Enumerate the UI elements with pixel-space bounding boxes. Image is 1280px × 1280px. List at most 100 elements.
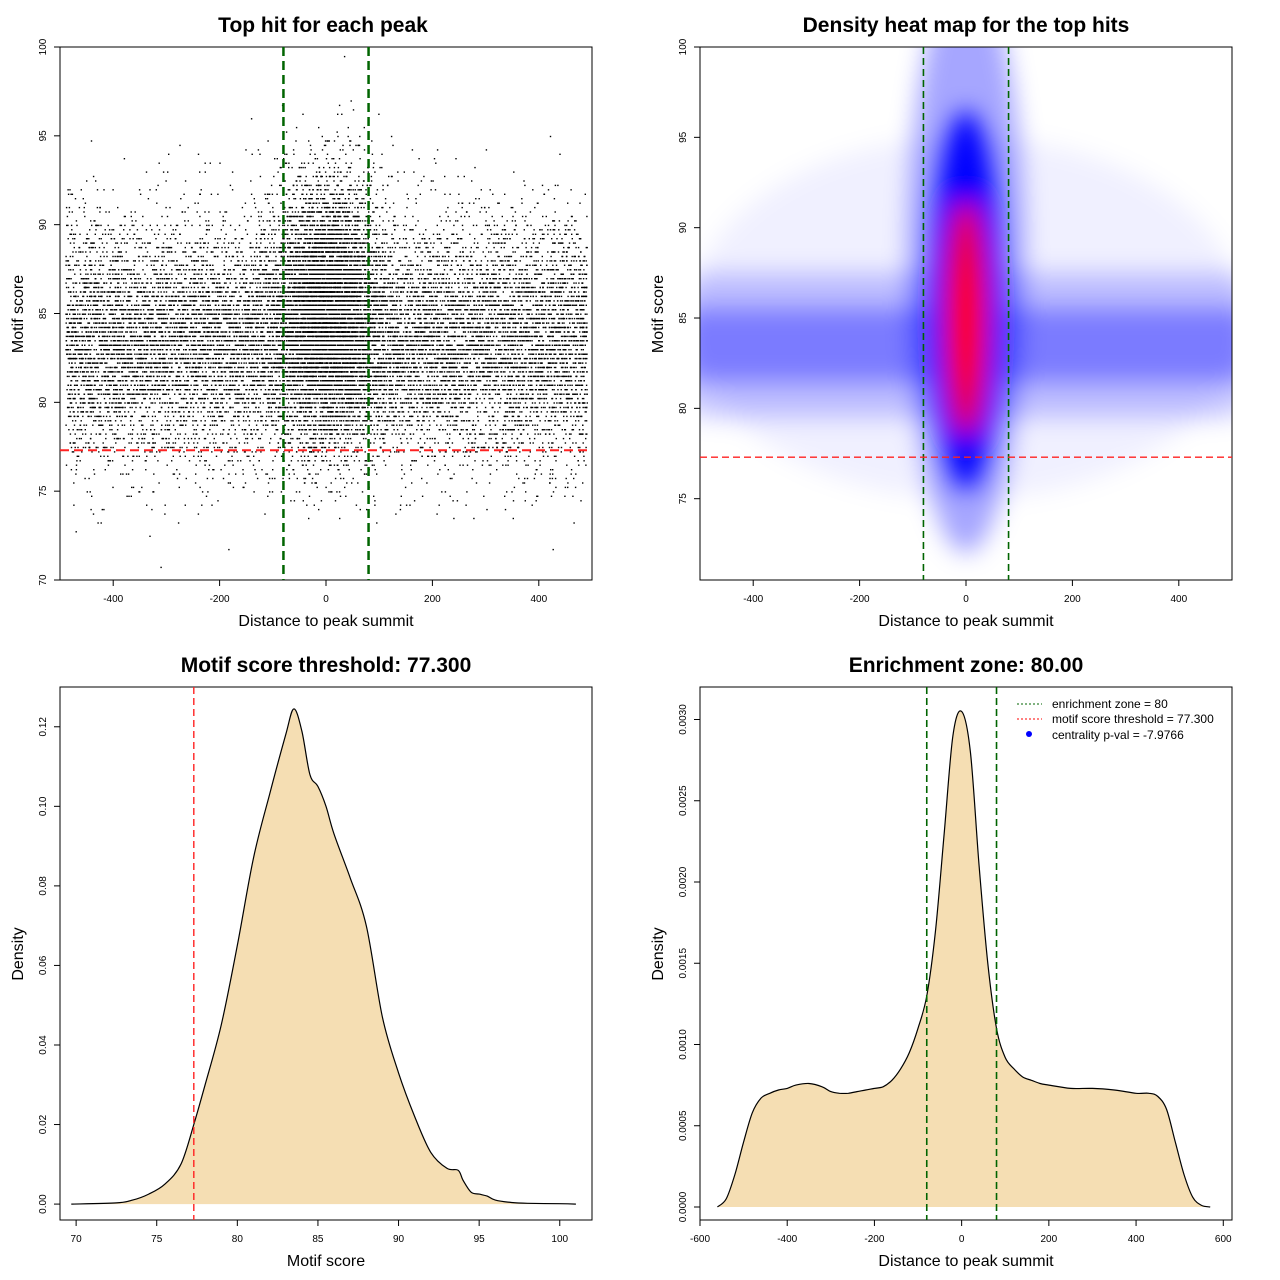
scatter-point [309,424,311,426]
scatter-point [418,278,420,280]
scatter-point [539,384,541,386]
scatter-point [337,371,339,373]
scatter-point [113,238,116,240]
scatter-point [237,331,239,333]
scatter-point [472,469,474,471]
scatter-point [118,335,121,338]
scatter-point [578,380,580,382]
scatter-point [246,433,249,435]
scatter-point [527,380,529,382]
scatter-point [284,211,287,213]
scatter-point [293,260,296,262]
scatter-point [314,255,316,258]
scatter-point [145,460,147,462]
scatter-point [264,193,266,195]
scatter-point [345,411,348,413]
scatter-point [533,477,536,480]
scatter-point [176,389,179,391]
scatter-point [132,486,135,489]
scatter-point [546,429,548,431]
scatter-point [282,238,284,240]
scatter-point [456,309,458,311]
scatter-point [390,384,392,386]
scatter-point [534,371,536,373]
scatter-point [383,295,385,298]
scatter-point [407,371,410,373]
scatter-point [356,229,359,231]
scatter-point [527,291,529,293]
scatter-point [392,384,394,386]
scatter-point [195,349,197,351]
scatter-point [106,384,108,386]
scatter-point [579,380,582,382]
scatter-point [522,309,524,311]
scatter-point [335,233,337,235]
scatter-point [165,264,167,266]
scatter-point [281,340,283,342]
scatter-point [547,189,550,191]
scatter-point [139,322,142,324]
scatter-point [474,166,476,169]
scatter-point [502,238,505,240]
scatter-point [523,366,525,369]
scatter-point [201,366,203,369]
scatter-point [488,375,490,378]
scatter-point [333,420,335,422]
scatter-point [245,326,247,329]
scatter-point [72,282,74,284]
scatter-point [505,233,507,235]
scatter-point [512,278,515,280]
scatter-point [192,353,195,355]
scatter-point [227,269,230,271]
scatter-point [263,229,265,231]
scatter-point [290,220,292,222]
scatter-point [563,406,565,409]
scatter-point [200,389,202,391]
scatter-point [497,255,499,258]
scatter-point [360,402,362,404]
scatter-point [407,264,409,266]
xlabel-score-density: Motif score [287,1253,365,1270]
scatter-point [246,233,249,235]
scatter-point [364,246,367,249]
scatter-point [312,366,314,369]
scatter-point [569,451,572,453]
scatter-point [321,229,324,231]
scatter-point [452,335,454,338]
scatter-point [233,291,235,293]
scatter-point [169,340,171,342]
scatter-point [292,411,294,413]
scatter-point [571,424,574,426]
scatter-point [272,344,274,346]
scatter-point [520,424,523,426]
scatter-point [113,366,116,369]
scatter-point [415,224,417,227]
scatter-point [214,322,216,324]
scatter-point [394,246,397,249]
scatter-point [515,402,517,404]
scatter-point [89,291,91,293]
scatter-point [389,397,392,400]
scatter-point [358,375,361,378]
scatter-point [407,411,410,413]
scatter-point [332,202,335,204]
scatter-point [252,331,254,333]
scatter-point [400,495,402,497]
scatter-point [113,269,115,271]
scatter-point [399,504,402,506]
scatter-point [521,362,524,364]
scatter-point [302,113,304,115]
scatter-point [285,384,287,386]
scatter-point [114,420,117,422]
scatter-point [489,380,491,382]
scatter-point [423,353,426,355]
scatter-point [309,144,312,147]
scatter-point [408,331,411,333]
scatter-point [545,451,547,453]
scatter-point [496,317,498,320]
scatter-point [232,357,235,360]
scatter-point [539,464,541,466]
scatter-point [555,460,557,462]
scatter-point [90,273,92,275]
scatter-point [136,362,139,364]
